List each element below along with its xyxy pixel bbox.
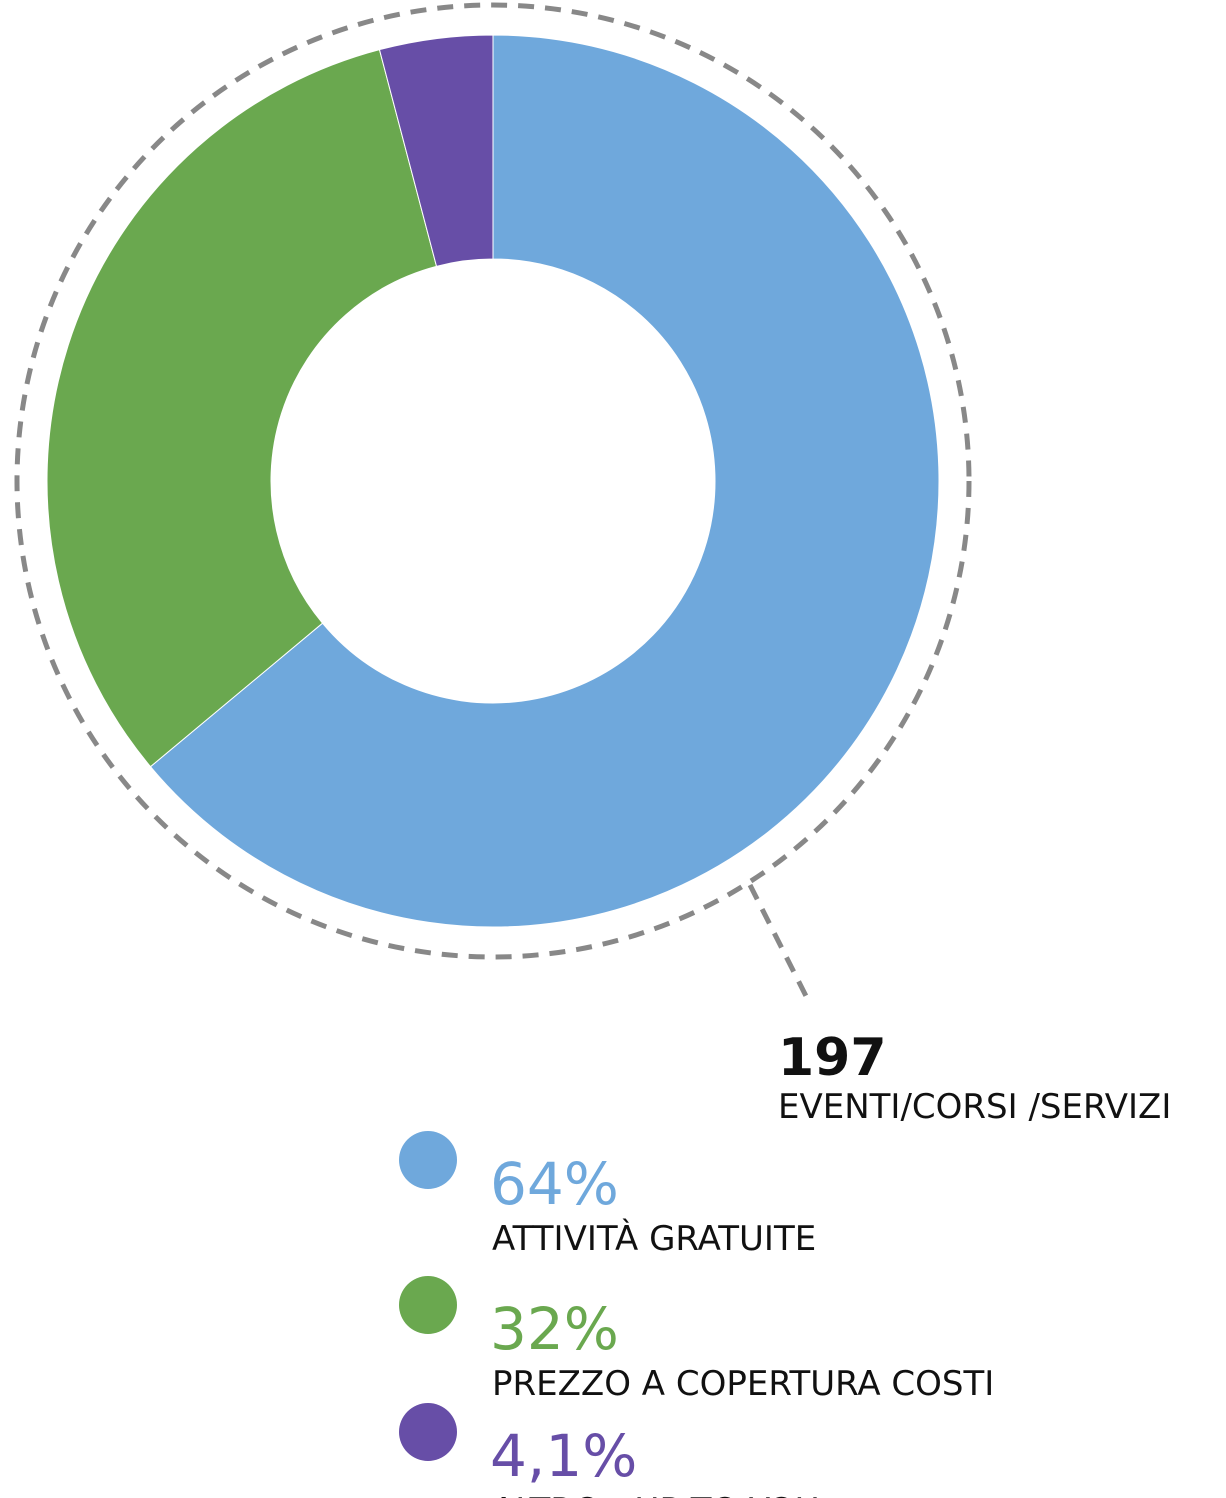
slice [46,49,438,768]
leader-line [747,883,811,1002]
dashed-ring [14,2,972,960]
legend-value: 4,1% [490,1422,637,1490]
slices [46,34,940,928]
legend: 64%ATTIVITÀ GRATUITE 32%PREZZO A COPERTUR… [399,1131,994,1498]
legend-value: 32% [490,1295,619,1363]
legend-label: ALTRO - UP TO YOU - [492,1491,843,1498]
slice [149,34,940,928]
total-label: EVENTI/CORSI /SERVIZI [778,1087,1171,1127]
legend-swatch [399,1131,457,1189]
legend-value: 64% [490,1150,619,1218]
legend-label: ATTIVITÀ GRATUITE [492,1218,816,1259]
legend-swatch [399,1276,457,1334]
legend-swatch [399,1403,457,1461]
legend-label: PREZZO A COPERTURA COSTI [492,1364,994,1404]
slice [378,34,494,267]
total-value: 197 [778,1028,887,1088]
